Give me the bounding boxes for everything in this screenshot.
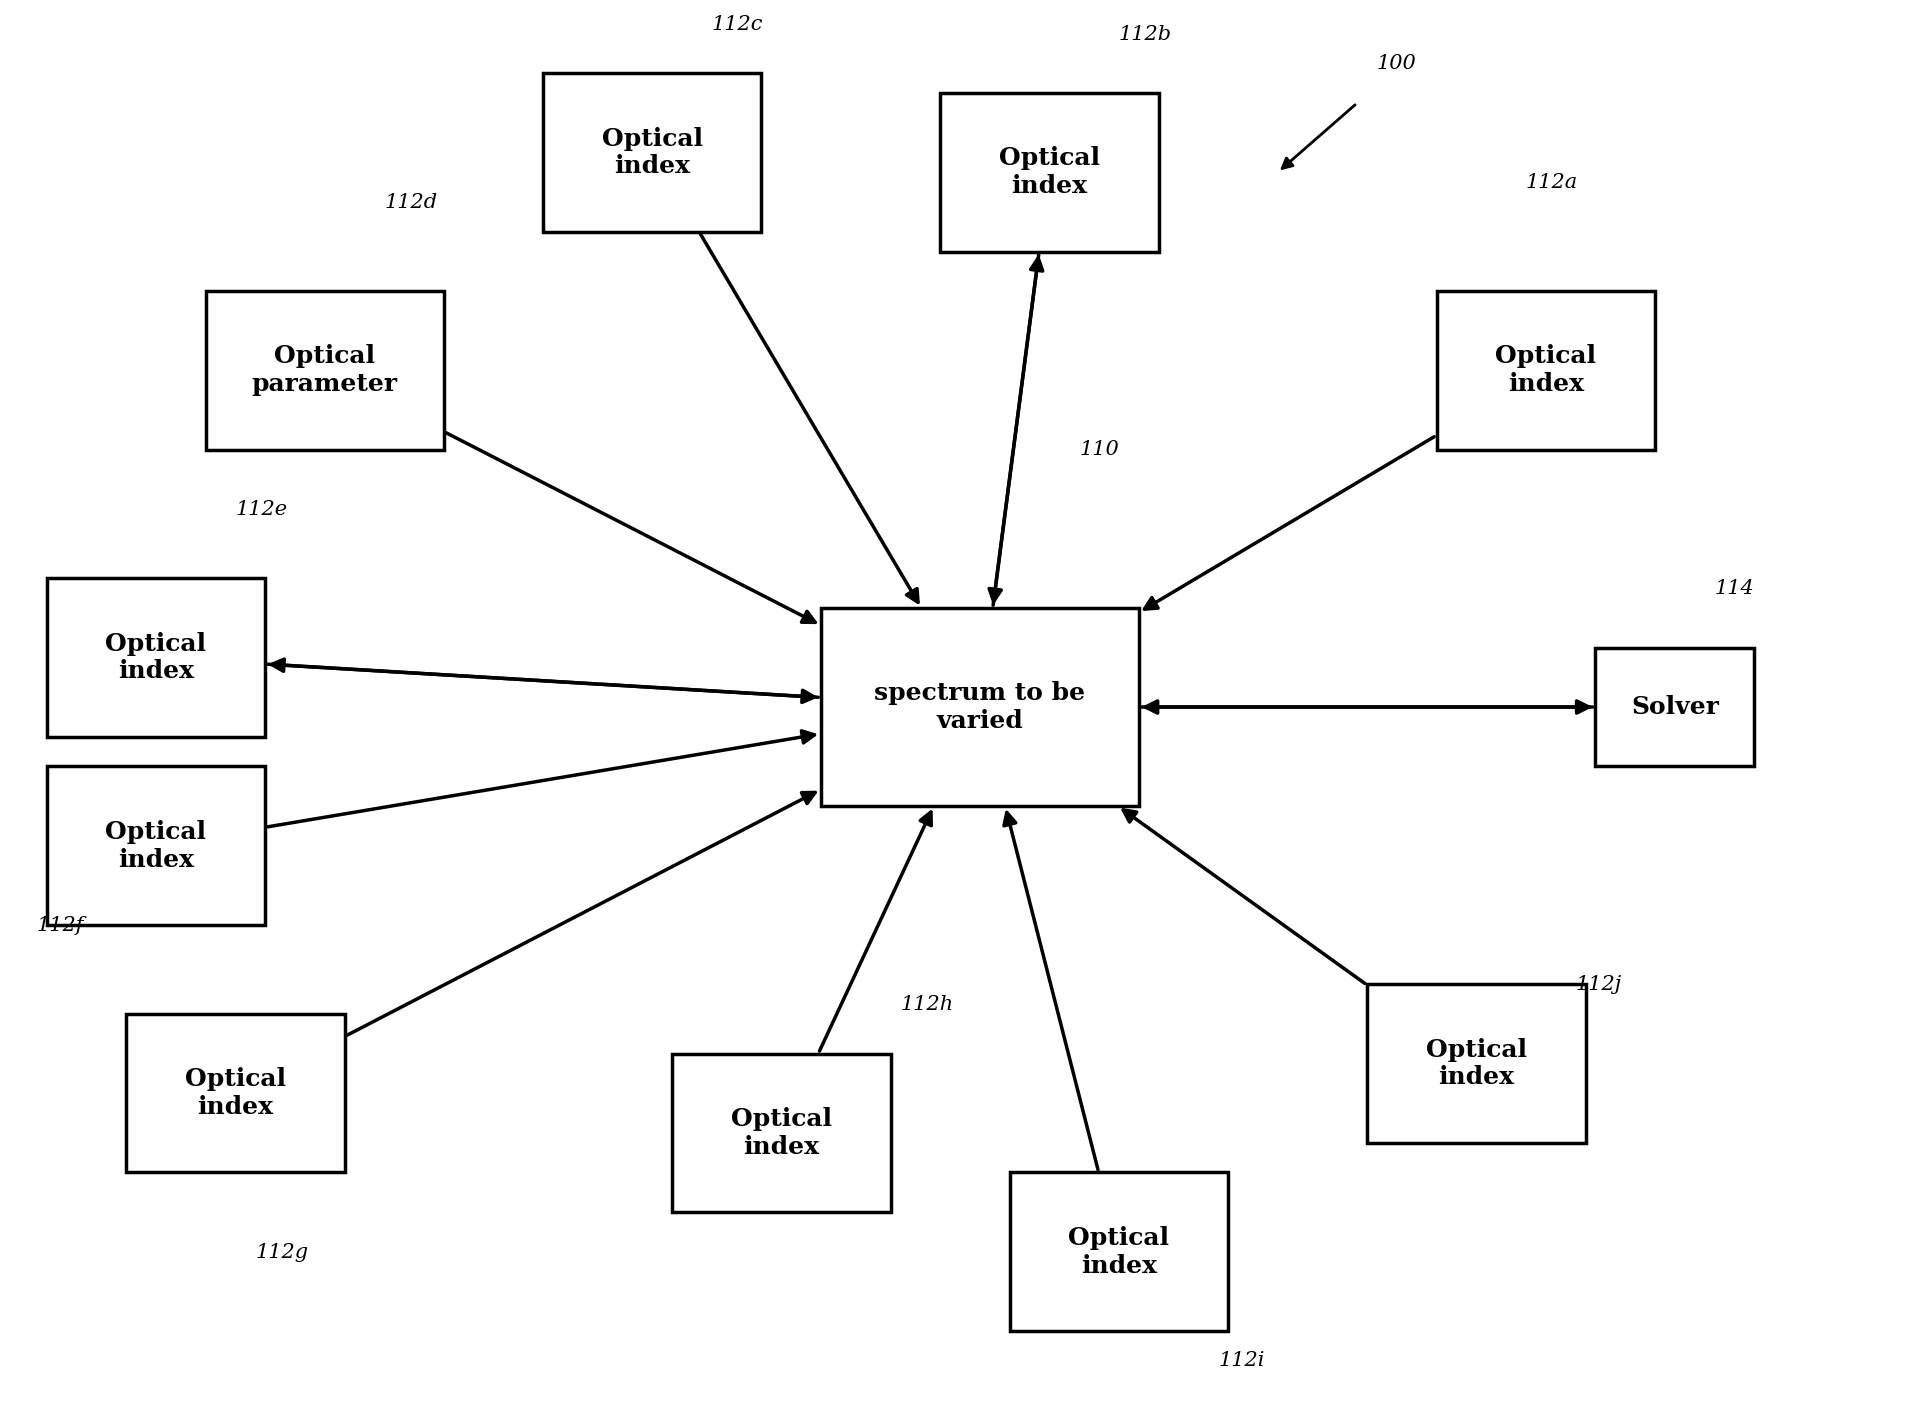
Bar: [205, 290, 444, 449]
Text: Optical
index: Optical index: [1426, 1037, 1526, 1090]
Text: Optical
index: Optical index: [730, 1107, 831, 1159]
Text: Optical
index: Optical index: [1068, 1226, 1169, 1278]
Text: Optical
index: Optical index: [601, 126, 703, 179]
Text: 112b: 112b: [1119, 24, 1171, 44]
Bar: [939, 94, 1157, 252]
Text: Solver: Solver: [1631, 694, 1718, 718]
Text: 112h: 112h: [900, 995, 952, 1015]
Bar: [672, 1054, 891, 1212]
Text: 100: 100: [1376, 54, 1416, 74]
Bar: [1366, 985, 1584, 1142]
Bar: [46, 578, 265, 737]
Text: 112j: 112j: [1575, 975, 1621, 995]
Text: 112d: 112d: [384, 193, 437, 213]
Text: 112f: 112f: [37, 915, 85, 935]
Text: 112i: 112i: [1217, 1352, 1264, 1370]
Bar: [126, 1015, 344, 1172]
Text: 114: 114: [1714, 580, 1754, 598]
Text: Optical
index: Optical index: [185, 1067, 286, 1119]
Bar: [1594, 648, 1754, 767]
Bar: [46, 767, 265, 925]
Text: Optical
index: Optical index: [1495, 344, 1596, 397]
Bar: [1435, 290, 1654, 449]
Bar: [543, 74, 761, 232]
Text: 110: 110: [1078, 441, 1119, 459]
Text: spectrum to be
varied: spectrum to be varied: [873, 682, 1086, 733]
Text: 112c: 112c: [711, 14, 763, 34]
Text: Optical
parameter: Optical parameter: [251, 344, 398, 397]
Bar: [1009, 1172, 1227, 1331]
Text: 112e: 112e: [236, 500, 288, 519]
Text: Optical
index: Optical index: [106, 820, 207, 871]
Text: Optical
index: Optical index: [999, 146, 1099, 198]
Bar: [821, 608, 1138, 806]
Text: 112a: 112a: [1524, 173, 1577, 193]
Text: 112g: 112g: [255, 1243, 307, 1261]
Text: Optical
index: Optical index: [106, 632, 207, 683]
